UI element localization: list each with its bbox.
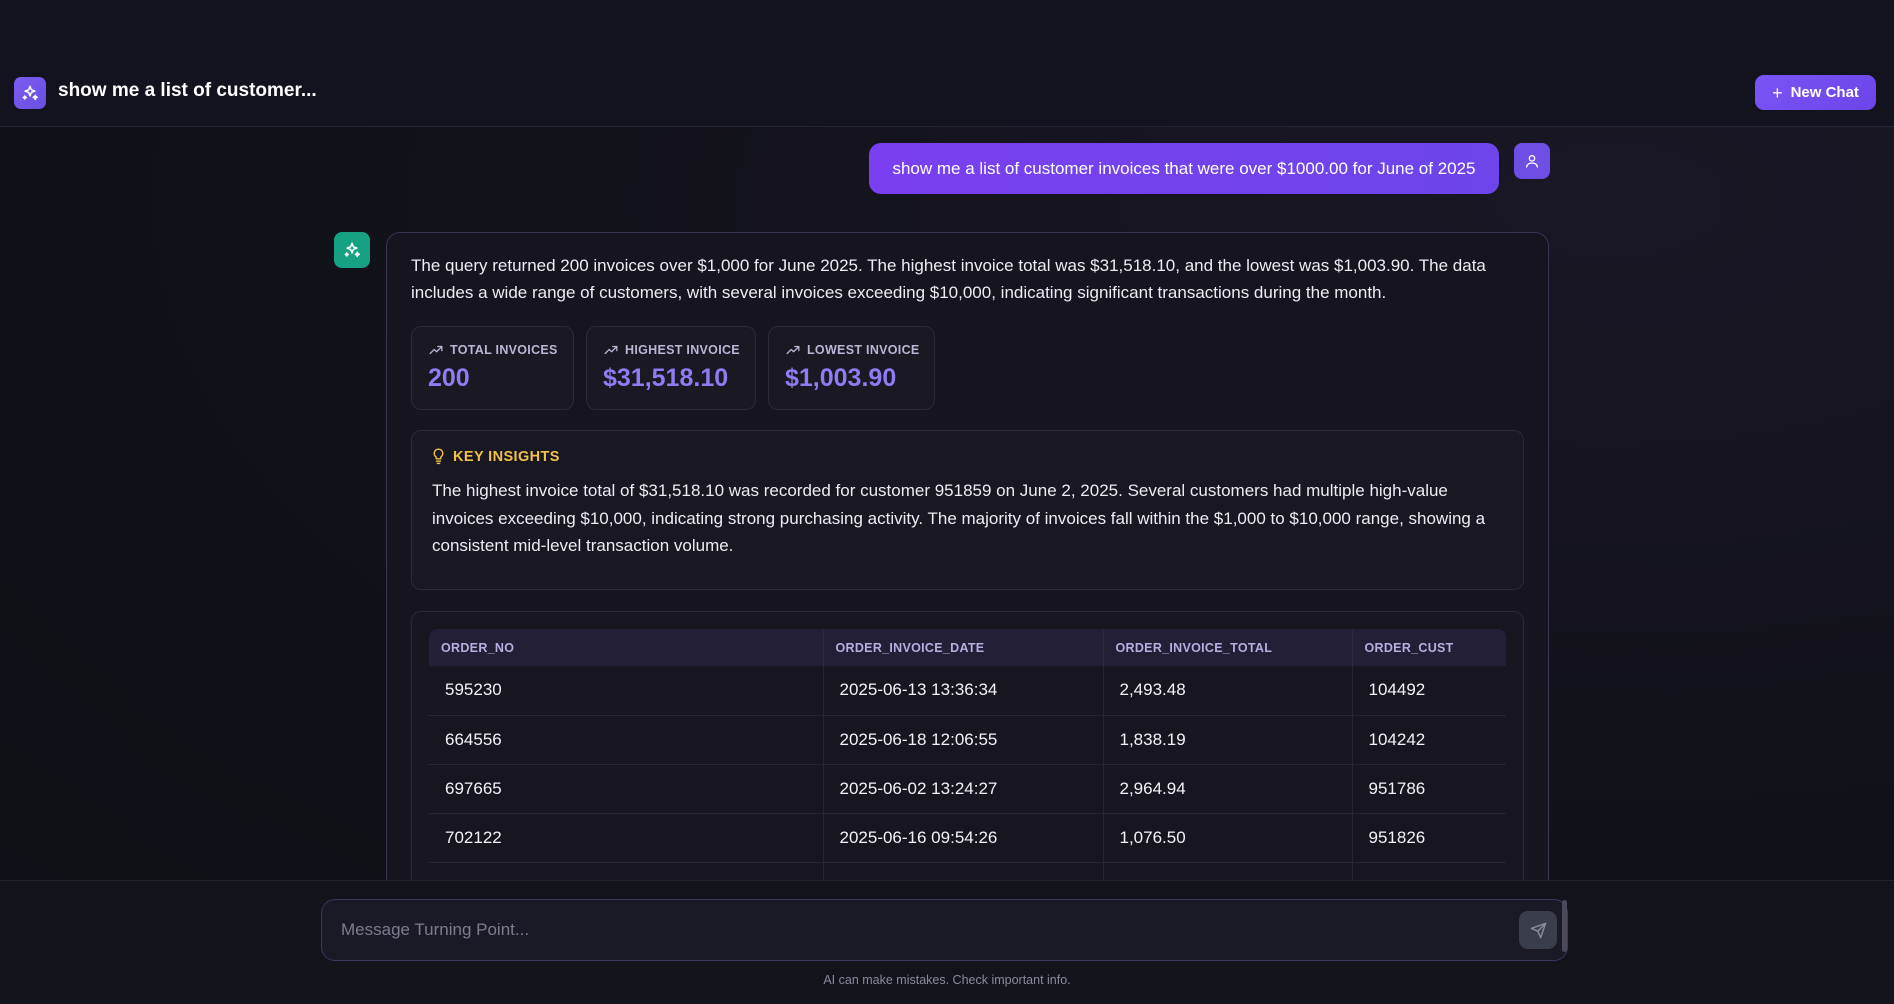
key-insights-heading: KEY INSIGHTS — [453, 448, 560, 465]
user-icon — [1514, 143, 1550, 179]
column-header-order-invoice-total[interactable]: ORDER_INVOICE_TOTAL — [1103, 629, 1353, 666]
results-table: ORDER_NO ORDER_INVOICE_DATE ORDER_INVOIC… — [429, 629, 1506, 912]
stat-value: $1,003.90 — [785, 364, 897, 392]
response-summary: The query returned 200 invoices over $1,… — [411, 256, 1486, 302]
message-input[interactable] — [341, 900, 1491, 960]
cell-order-cust: 104242 — [1352, 715, 1506, 765]
cell-order-no: 664556 — [429, 715, 824, 765]
key-insights-panel: KEY INSIGHTS The highest invoice total o… — [411, 430, 1524, 590]
stat-label: TOTAL INVOICES — [450, 343, 558, 357]
send-icon — [1530, 922, 1546, 938]
stat-card-lowest-invoice: LOWEST INVOICE $1,003.90 — [768, 326, 935, 410]
cell-order-invoice-total: 2,964.94 — [1103, 764, 1353, 814]
cell-order-cust: 951786 — [1352, 764, 1506, 814]
cell-order-invoice-date: 2025-06-16 09:54:26 — [823, 813, 1104, 863]
user-message-bubble: show me a list of customer invoices that… — [869, 143, 1499, 194]
stat-value: 200 — [428, 364, 470, 392]
key-insights-text: The highest invoice total of $31,518.10 … — [432, 481, 1486, 555]
sparkles-icon — [14, 77, 46, 109]
cell-order-invoice-total: 2,493.48 — [1103, 666, 1353, 716]
composer-area: AI can make mistakes. Check important in… — [0, 880, 1894, 1004]
top-header: show me a list of customer... + New Chat — [0, 0, 1894, 127]
trending-up-icon — [786, 345, 800, 355]
trending-up-icon — [429, 345, 443, 355]
cell-order-no: 697665 — [429, 764, 824, 814]
table-header-row: ORDER_NO ORDER_INVOICE_DATE ORDER_INVOIC… — [429, 629, 1506, 666]
user-message-text: show me a list of customer invoices that… — [892, 158, 1476, 178]
assistant-avatar-sparkles-icon — [334, 232, 370, 268]
message-composer — [321, 899, 1568, 961]
cell-order-invoice-total: 1,838.19 — [1103, 715, 1353, 765]
cell-order-no: 595230 — [429, 666, 824, 716]
stat-card-highest-invoice: HIGHEST INVOICE $31,518.10 — [586, 326, 756, 410]
trending-up-icon — [604, 345, 618, 355]
stat-card-total-invoices: TOTAL INVOICES 200 — [411, 326, 574, 410]
stat-label: HIGHEST INVOICE — [625, 343, 740, 357]
cell-order-invoice-date: 2025-06-18 12:06:55 — [823, 715, 1104, 765]
table-row: 702122 2025-06-16 09:54:26 1,076.50 9518… — [429, 813, 1506, 863]
table-row: 697665 2025-06-02 13:24:27 2,964.94 9517… — [429, 764, 1506, 814]
column-header-order-cust[interactable]: ORDER_CUST — [1364, 640, 1454, 655]
cell-order-no: 702122 — [429, 813, 824, 863]
cell-order-cust: 104492 — [1352, 666, 1506, 716]
column-header-order-no[interactable]: ORDER_NO — [429, 629, 824, 666]
assistant-response-card: The query returned 200 invoices over $1,… — [386, 232, 1549, 932]
composer-scrollbar[interactable] — [1562, 900, 1567, 952]
lightbulb-icon — [433, 448, 444, 465]
stat-value: $31,518.10 — [603, 364, 729, 392]
column-header-order-invoice-date[interactable]: ORDER_INVOICE_DATE — [823, 629, 1104, 666]
new-chat-label: New Chat — [1790, 84, 1859, 101]
send-button[interactable] — [1519, 911, 1557, 949]
table-row: 664556 2025-06-18 12:06:55 1,838.19 1042… — [429, 715, 1506, 765]
table-row: 595230 2025-06-13 13:36:34 2,493.48 1044… — [429, 666, 1506, 716]
disclaimer-text: AI can make mistakes. Check important in… — [823, 973, 1071, 987]
chat-title: show me a list of customer... — [58, 80, 317, 101]
cell-order-invoice-date: 2025-06-02 13:24:27 — [823, 764, 1104, 814]
cell-order-cust: 951826 — [1352, 813, 1506, 863]
new-chat-button[interactable]: + New Chat — [1755, 75, 1876, 110]
stat-label: LOWEST INVOICE — [807, 343, 920, 357]
cell-order-invoice-total: 1,076.50 — [1103, 813, 1353, 863]
cell-order-invoice-date: 2025-06-13 13:36:34 — [823, 666, 1104, 716]
plus-icon: + — [1772, 82, 1783, 103]
